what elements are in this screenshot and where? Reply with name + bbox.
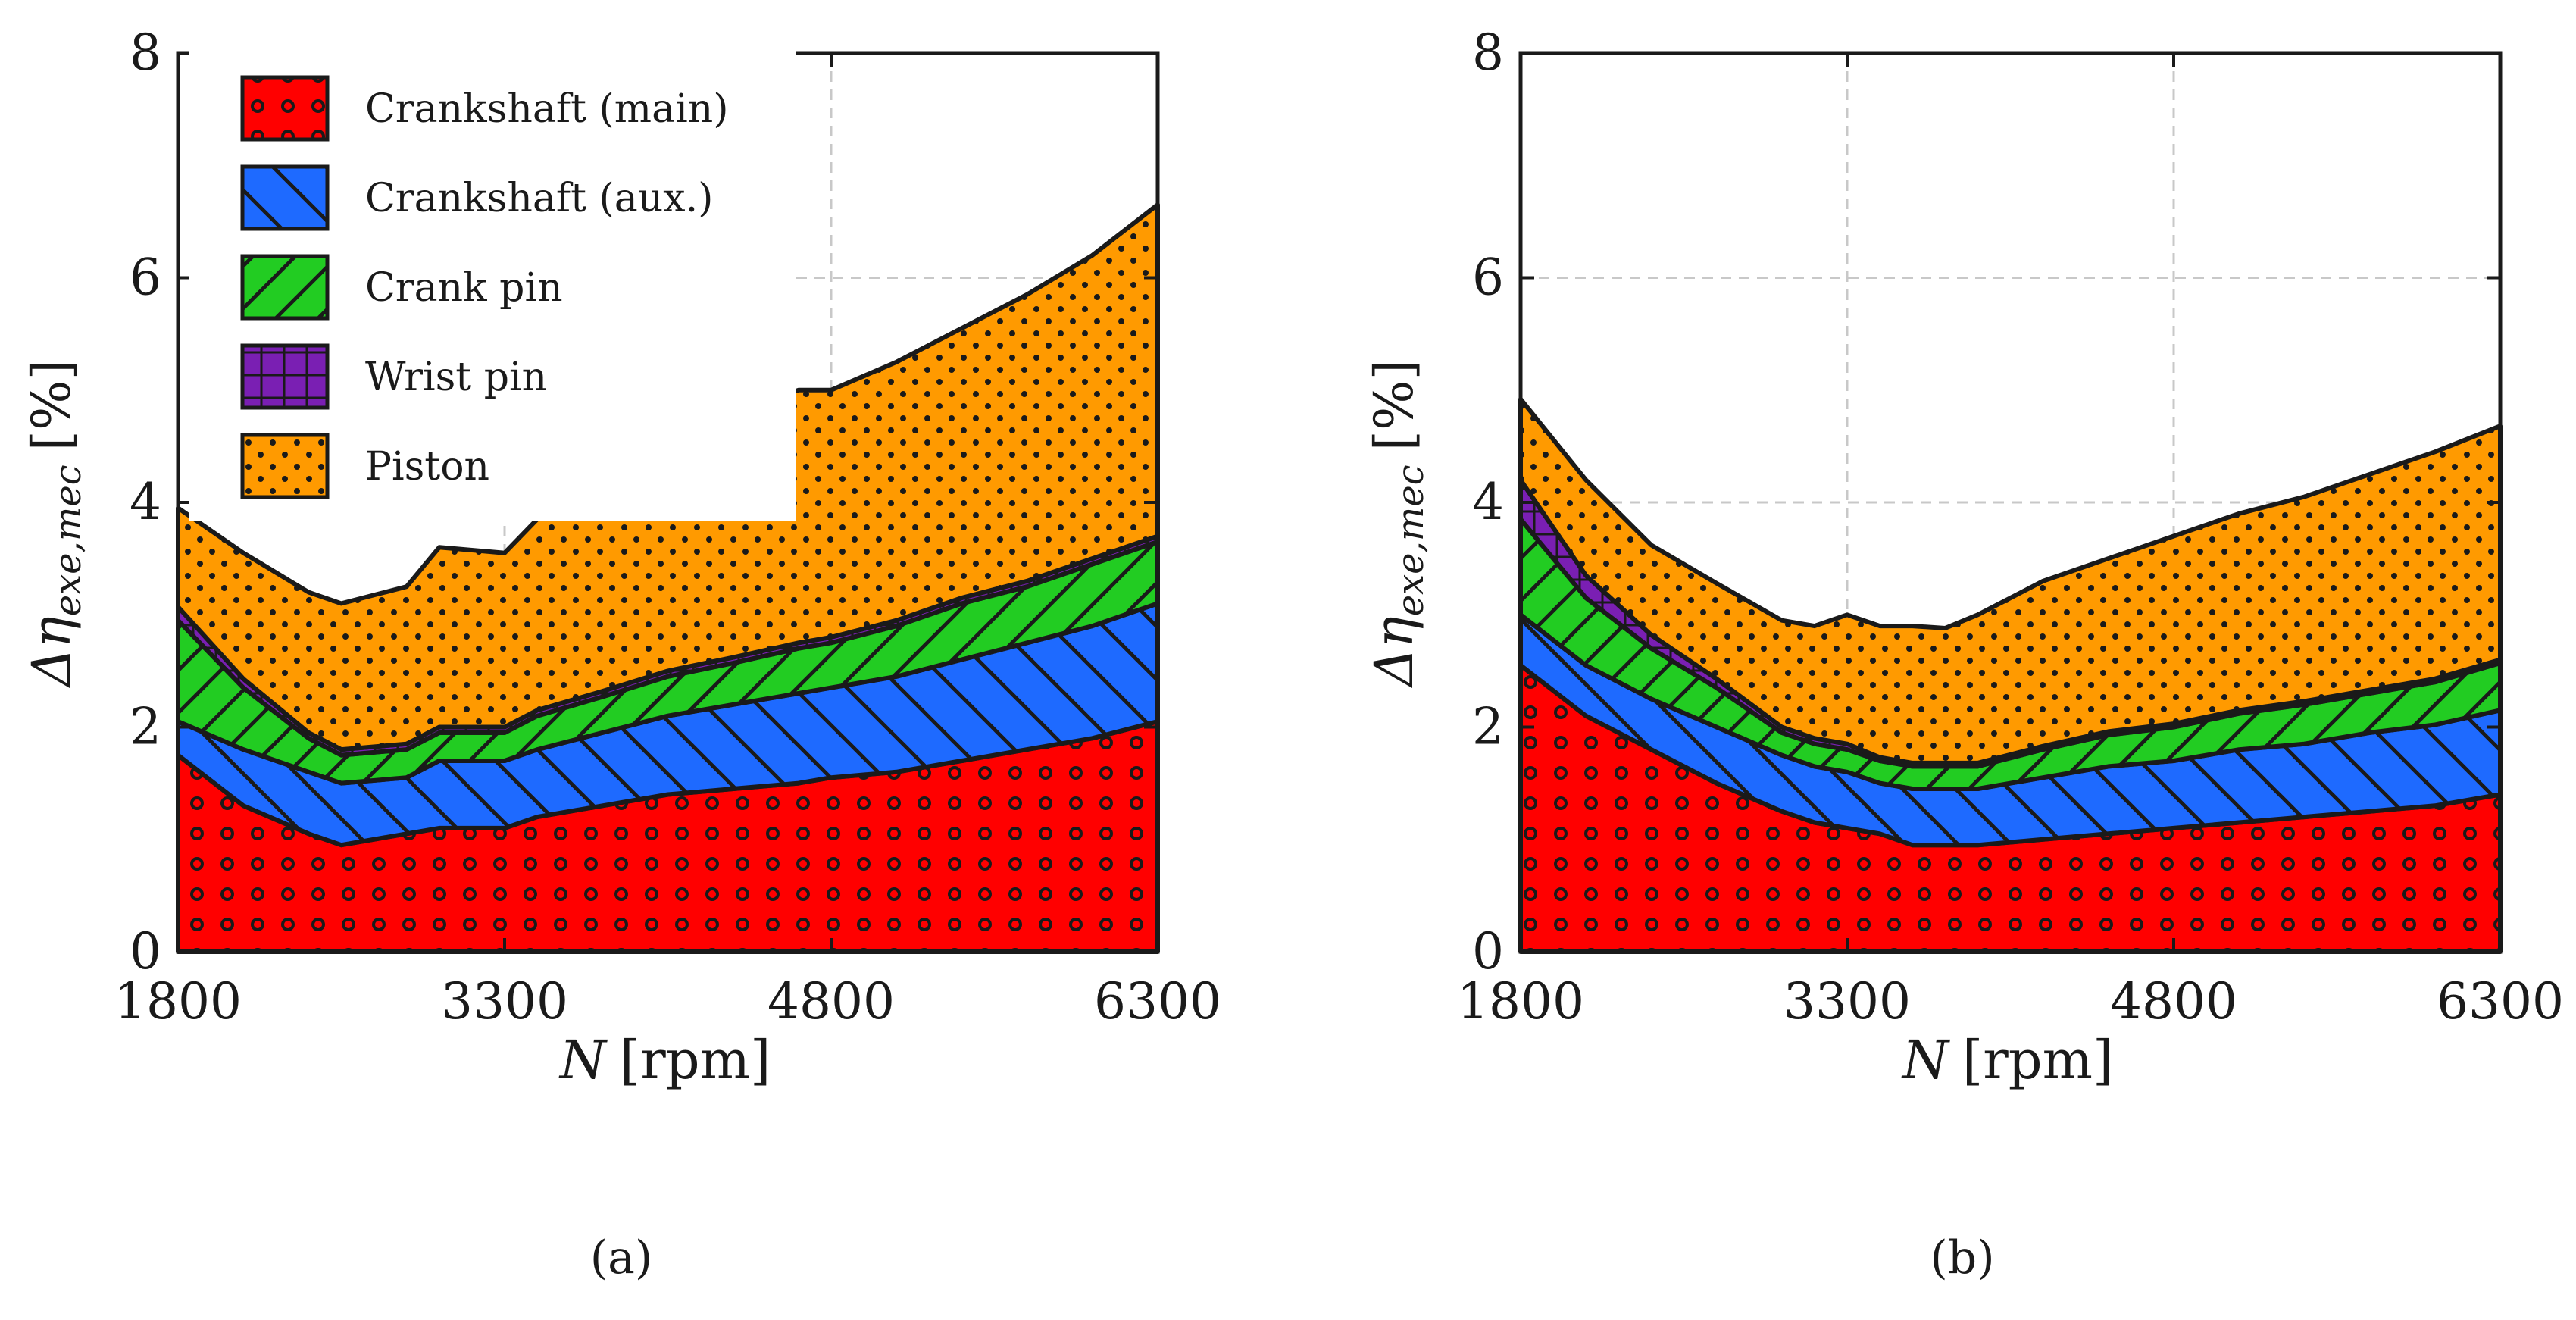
legend-label: Wrist pin xyxy=(365,355,547,400)
x-tick-labels: 1800 3300 4800 6300 xyxy=(1457,972,2564,1031)
stacked-areas xyxy=(1518,396,2503,954)
legend-swatch xyxy=(240,164,330,231)
legend-item-piston: Piston xyxy=(240,433,489,499)
legend-label: Crankshaft (aux.) xyxy=(365,176,713,221)
y-tick-label: 6 xyxy=(130,249,161,307)
y-tick-label: 4 xyxy=(1472,473,1504,531)
legend-item-crankshaft-main: Crankshaft (main) xyxy=(240,75,729,142)
y-tick-label: 2 xyxy=(130,698,161,756)
legend-swatch xyxy=(240,343,330,410)
x-tick-label: 3300 xyxy=(441,972,568,1031)
legend-item-crank-pin: Crank pin xyxy=(240,254,563,321)
legend-item-crankshaft-aux: Crankshaft (aux.) xyxy=(240,164,713,231)
legend-item-wrist-pin: Wrist pin xyxy=(240,343,547,410)
y-tick-label: 2 xyxy=(1472,698,1504,756)
x-tick-label: 1800 xyxy=(1457,972,1584,1031)
x-tick-labels: 1800 3300 4800 6300 xyxy=(114,972,1221,1031)
legend-label: Crank pin xyxy=(365,265,563,311)
legend: Crankshaft (main) Crankshaft (aux.) Crank … xyxy=(189,47,796,521)
chart-panel-a: 1800 3300 4800 6300 0 2 4 6 8 N [rpm] Δηexe,mec[… xyxy=(20,23,1221,1284)
y-axis-label: Δηexe,mec[%] xyxy=(20,359,89,689)
panel-label-a: (a) xyxy=(590,1231,653,1284)
x-tick-label: 1800 xyxy=(114,972,242,1031)
legend-label: Piston xyxy=(365,444,489,490)
x-axis-label: N [rpm] xyxy=(1901,1029,2114,1091)
legend-swatch xyxy=(240,75,330,142)
chart-panel-b: 1800 3300 4800 6300 0 2 4 6 8 N [rpm] Δηexe,mec[… xyxy=(1363,23,2564,1284)
y-tick-label: 0 xyxy=(130,922,161,981)
x-tick-label: 4800 xyxy=(2110,972,2237,1031)
y-tick-label: 0 xyxy=(1472,922,1504,981)
legend-swatch xyxy=(240,433,330,499)
legend-label: Crankshaft (main) xyxy=(365,86,729,132)
y-tick-labels: 0 2 4 6 8 xyxy=(130,23,161,981)
y-tick-label: 4 xyxy=(130,473,161,531)
x-tick-label: 3300 xyxy=(1784,972,1911,1031)
x-tick-label: 6300 xyxy=(2437,972,2564,1031)
y-tick-label: 8 xyxy=(1472,23,1504,82)
panel-label-b: (b) xyxy=(1930,1231,1994,1284)
y-tick-label: 8 xyxy=(130,23,161,82)
x-axis-label: N [rpm] xyxy=(558,1029,771,1091)
x-tick-label: 4800 xyxy=(767,972,895,1031)
x-tick-label: 6300 xyxy=(1094,972,1221,1031)
y-tick-label: 6 xyxy=(1472,249,1504,307)
y-axis-label: Δηexe,mec[%] xyxy=(1363,359,1432,689)
legend-swatch xyxy=(240,254,330,321)
y-tick-labels: 0 2 4 6 8 xyxy=(1472,23,1504,981)
axes-frame xyxy=(1518,51,2503,954)
